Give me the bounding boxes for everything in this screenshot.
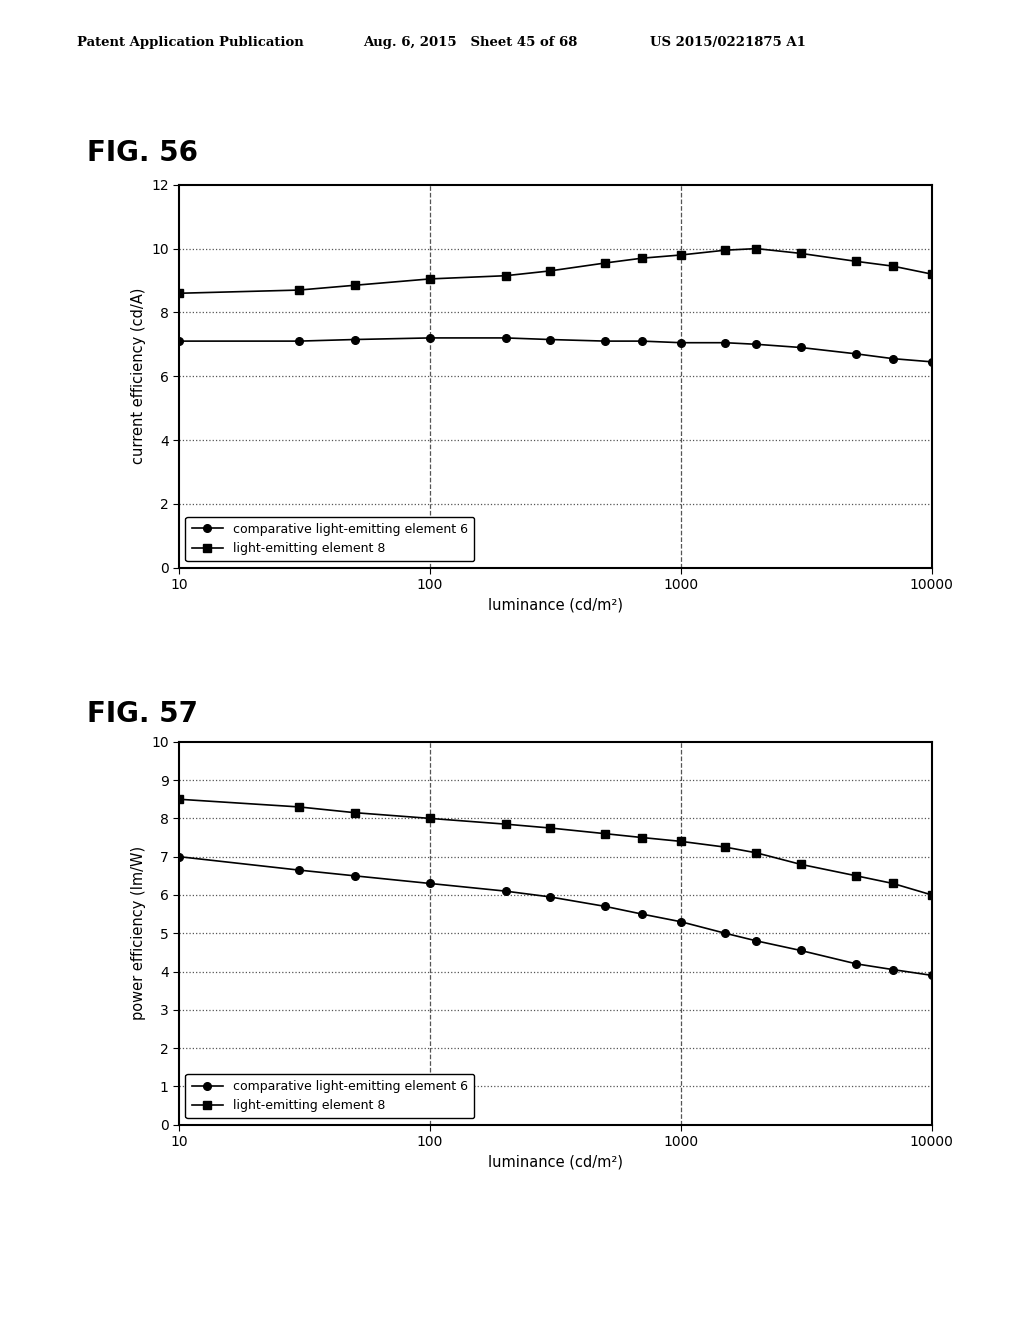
light-emitting element 8 xyxy=(424,810,436,826)
comparative light-emitting element 6 xyxy=(795,339,807,355)
light-emitting element 8 xyxy=(719,840,731,855)
comparative light-emitting element 6 xyxy=(751,933,763,949)
light-emitting element 8 xyxy=(599,255,611,271)
light-emitting element 8 xyxy=(926,887,938,903)
light-emitting element 8 xyxy=(719,243,731,259)
Line: light-emitting element 8: light-emitting element 8 xyxy=(175,244,936,297)
comparative light-emitting element 6 xyxy=(675,913,687,929)
light-emitting element 8 xyxy=(500,816,512,832)
light-emitting element 8 xyxy=(424,271,436,286)
Y-axis label: current efficiency (cd/A): current efficiency (cd/A) xyxy=(131,288,145,465)
light-emitting element 8 xyxy=(926,267,938,282)
light-emitting element 8 xyxy=(544,820,556,836)
light-emitting element 8 xyxy=(293,282,305,298)
Text: Patent Application Publication: Patent Application Publication xyxy=(77,36,303,49)
comparative light-emitting element 6 xyxy=(887,962,899,978)
Y-axis label: power efficiency (lm/W): power efficiency (lm/W) xyxy=(131,846,145,1020)
light-emitting element 8 xyxy=(173,792,185,808)
light-emitting element 8 xyxy=(675,833,687,849)
comparative light-emitting element 6 xyxy=(926,968,938,983)
light-emitting element 8 xyxy=(348,277,360,293)
light-emitting element 8 xyxy=(636,251,648,267)
Text: US 2015/0221875 A1: US 2015/0221875 A1 xyxy=(650,36,806,49)
comparative light-emitting element 6 xyxy=(424,330,436,346)
comparative light-emitting element 6 xyxy=(599,899,611,915)
Text: FIG. 56: FIG. 56 xyxy=(87,139,198,166)
Line: light-emitting element 8: light-emitting element 8 xyxy=(175,796,936,899)
Text: FIG. 57: FIG. 57 xyxy=(87,700,198,727)
comparative light-emitting element 6 xyxy=(850,346,862,362)
comparative light-emitting element 6 xyxy=(544,331,556,347)
light-emitting element 8 xyxy=(173,285,185,301)
light-emitting element 8 xyxy=(348,805,360,821)
comparative light-emitting element 6 xyxy=(173,333,185,348)
X-axis label: luminance (cd/m²): luminance (cd/m²) xyxy=(488,598,623,612)
light-emitting element 8 xyxy=(887,875,899,891)
Legend: comparative light-emitting element 6, light-emitting element 8: comparative light-emitting element 6, li… xyxy=(185,1073,474,1118)
light-emitting element 8 xyxy=(544,263,556,279)
comparative light-emitting element 6 xyxy=(424,875,436,891)
comparative light-emitting element 6 xyxy=(850,956,862,972)
comparative light-emitting element 6 xyxy=(795,942,807,958)
light-emitting element 8 xyxy=(599,826,611,842)
light-emitting element 8 xyxy=(636,830,648,846)
light-emitting element 8 xyxy=(293,799,305,814)
light-emitting element 8 xyxy=(751,240,763,256)
comparative light-emitting element 6 xyxy=(348,331,360,347)
light-emitting element 8 xyxy=(850,253,862,269)
light-emitting element 8 xyxy=(850,869,862,884)
Text: Aug. 6, 2015   Sheet 45 of 68: Aug. 6, 2015 Sheet 45 of 68 xyxy=(364,36,578,49)
comparative light-emitting element 6 xyxy=(293,862,305,878)
comparative light-emitting element 6 xyxy=(887,351,899,367)
comparative light-emitting element 6 xyxy=(926,354,938,370)
light-emitting element 8 xyxy=(500,268,512,284)
X-axis label: luminance (cd/m²): luminance (cd/m²) xyxy=(488,1155,623,1170)
light-emitting element 8 xyxy=(751,845,763,861)
Line: comparative light-emitting element 6: comparative light-emitting element 6 xyxy=(175,334,936,366)
light-emitting element 8 xyxy=(887,259,899,275)
comparative light-emitting element 6 xyxy=(293,333,305,348)
light-emitting element 8 xyxy=(795,857,807,873)
comparative light-emitting element 6 xyxy=(599,333,611,348)
comparative light-emitting element 6 xyxy=(500,883,512,899)
Line: comparative light-emitting element 6: comparative light-emitting element 6 xyxy=(175,853,936,979)
comparative light-emitting element 6 xyxy=(719,335,731,351)
comparative light-emitting element 6 xyxy=(675,335,687,351)
Legend: comparative light-emitting element 6, light-emitting element 8: comparative light-emitting element 6, li… xyxy=(185,516,474,561)
comparative light-emitting element 6 xyxy=(348,869,360,884)
comparative light-emitting element 6 xyxy=(500,330,512,346)
comparative light-emitting element 6 xyxy=(636,906,648,921)
comparative light-emitting element 6 xyxy=(636,333,648,348)
light-emitting element 8 xyxy=(795,246,807,261)
comparative light-emitting element 6 xyxy=(719,925,731,941)
light-emitting element 8 xyxy=(675,247,687,263)
comparative light-emitting element 6 xyxy=(173,849,185,865)
comparative light-emitting element 6 xyxy=(751,337,763,352)
comparative light-emitting element 6 xyxy=(544,888,556,904)
